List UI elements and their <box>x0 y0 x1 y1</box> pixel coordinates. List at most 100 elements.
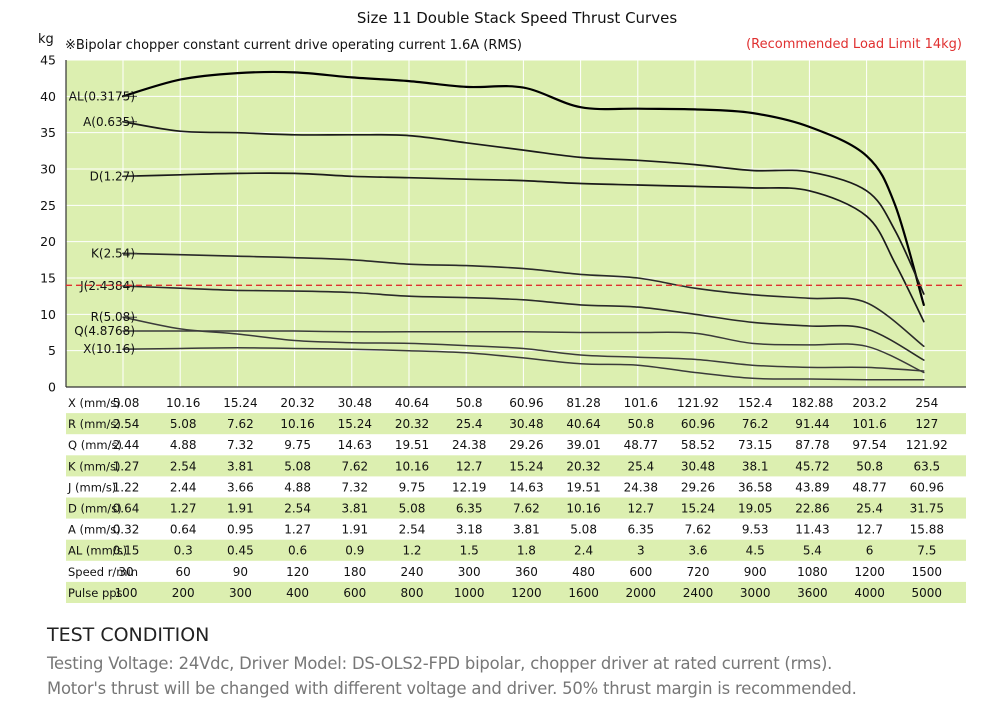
table-cell: 12.7 <box>627 502 654 516</box>
table-cell: 1.27 <box>284 523 311 537</box>
table-cell: 10.16 <box>166 396 200 410</box>
table-cell: 15.24 <box>338 417 372 431</box>
table-row-label: J (mm/s) <box>67 480 116 494</box>
table-cell: 7.32 <box>227 438 254 452</box>
test-condition-heading: TEST CONDITION <box>47 624 210 646</box>
table-cell: 0.3 <box>174 544 193 558</box>
series-line-q-4-8768 <box>122 330 925 374</box>
y-tick-label: 45 <box>40 53 56 68</box>
table-cell: 127 <box>915 417 938 431</box>
table-cell: 50.8 <box>627 417 654 431</box>
table-cell: 0.6 <box>288 544 307 558</box>
table-cell: 1000 <box>454 586 485 600</box>
table-cell: 15.24 <box>681 502 715 516</box>
table-cell: 58.52 <box>681 438 715 452</box>
table-row-label: Pulse pps <box>68 586 123 600</box>
table-cell: 2.44 <box>170 480 197 494</box>
y-tick-label: 15 <box>40 271 56 286</box>
table-row-stripe <box>66 413 966 435</box>
table-cell: 60.96 <box>509 396 543 410</box>
table-cell: 73.15 <box>738 438 772 452</box>
table-row-label: R (mm/s) <box>68 417 121 431</box>
table-cell: 19.51 <box>566 480 600 494</box>
table-row-label: Speed r/min <box>68 565 138 579</box>
table-cell: 0.9 <box>345 544 364 558</box>
table-cell: 31.75 <box>910 502 944 516</box>
table-cell: 60.96 <box>681 417 715 431</box>
table-cell: 4.88 <box>284 480 311 494</box>
table-cell: 24.38 <box>452 438 486 452</box>
table-row-stripe <box>66 581 966 603</box>
table-cell: 2400 <box>683 586 714 600</box>
y-unit-label: kg <box>38 32 54 47</box>
table-cell: 40.64 <box>566 417 600 431</box>
table-cell: 182.88 <box>791 396 833 410</box>
table-cell: 90 <box>233 565 248 579</box>
table-cell: 1080 <box>797 565 828 579</box>
table-cell: 5.08 <box>170 417 197 431</box>
y-tick-label: 10 <box>40 307 56 322</box>
table-row-label: Q (mm/s) <box>68 438 122 452</box>
table-cell: 3.81 <box>227 459 254 473</box>
table-cell: 15.24 <box>223 396 257 410</box>
table-cell: 240 <box>401 565 424 579</box>
table-cell: 63.5 <box>913 459 940 473</box>
table-cell: 3 <box>637 544 645 558</box>
table-cell: 87.78 <box>795 438 829 452</box>
table-cell: 25.4 <box>456 417 483 431</box>
table-cell: 7.62 <box>227 417 254 431</box>
table-cell: 30.48 <box>681 459 715 473</box>
table-cell: 152.4 <box>738 396 772 410</box>
table-cell: 30.48 <box>338 396 372 410</box>
table-cell: 5000 <box>912 586 943 600</box>
table-cell: 97.54 <box>852 438 886 452</box>
table-cell: 600 <box>343 586 366 600</box>
table-row-label: D (mm/s) <box>68 502 122 516</box>
table-cell: 360 <box>515 565 538 579</box>
table-cell: 60.96 <box>910 480 944 494</box>
table-cell: 0.45 <box>227 544 254 558</box>
table-cell: 0.64 <box>113 502 140 516</box>
y-tick-label: 35 <box>40 125 56 140</box>
series-label-d-1-27: D(1.27) <box>90 169 135 183</box>
table-cell: 45.72 <box>795 459 829 473</box>
table-cell: 7.5 <box>917 544 936 558</box>
table-cell: 400 <box>286 586 309 600</box>
table-cell: 29.26 <box>509 438 543 452</box>
series-label-x-10-16: X(10.16) <box>83 342 135 356</box>
table-row-stripe <box>66 455 966 477</box>
table-cell: 25.4 <box>856 502 883 516</box>
series-line-k-2-54 <box>122 252 925 348</box>
table-cell: 4.5 <box>746 544 765 558</box>
y-tick-label: 25 <box>40 198 56 213</box>
series-line-al-0-3175 <box>121 70 925 306</box>
series-line-d-1-27 <box>122 172 925 323</box>
table-cell: 60 <box>176 565 191 579</box>
table-cell: 48.77 <box>852 480 886 494</box>
chart-subtitle: ※Bipolar chopper constant current drive … <box>65 38 522 53</box>
table-cell: 1.8 <box>517 544 536 558</box>
series-label-j-2-4384: J(2.4384) <box>79 279 135 293</box>
table-cell: 300 <box>458 565 481 579</box>
table-cell: 12.19 <box>452 480 486 494</box>
table-cell: 6.35 <box>456 502 483 516</box>
table-cell: 1.27 <box>170 502 197 516</box>
table-cell: 19.05 <box>738 502 772 516</box>
y-tick-label: 5 <box>48 343 56 358</box>
series-line-j-2-4384 <box>122 285 925 361</box>
table-cell: 0.15 <box>113 544 140 558</box>
table-cell: 9.75 <box>284 438 311 452</box>
table-cell: 121.92 <box>677 396 719 410</box>
table-row-label: X (mm/s) <box>68 396 121 410</box>
table-cell: 25.4 <box>627 459 654 473</box>
table-cell: 1.22 <box>113 480 140 494</box>
table-cell: 100 <box>115 586 138 600</box>
table-cell: 180 <box>343 565 366 579</box>
y-tick-label: 30 <box>40 162 56 177</box>
series-line-r-5-08 <box>122 316 925 372</box>
table-cell: 121.92 <box>906 438 948 452</box>
table-row-label: AL (mm/s) <box>68 544 127 558</box>
table-cell: 2.4 <box>574 544 593 558</box>
table-cell: 7.62 <box>685 523 712 537</box>
